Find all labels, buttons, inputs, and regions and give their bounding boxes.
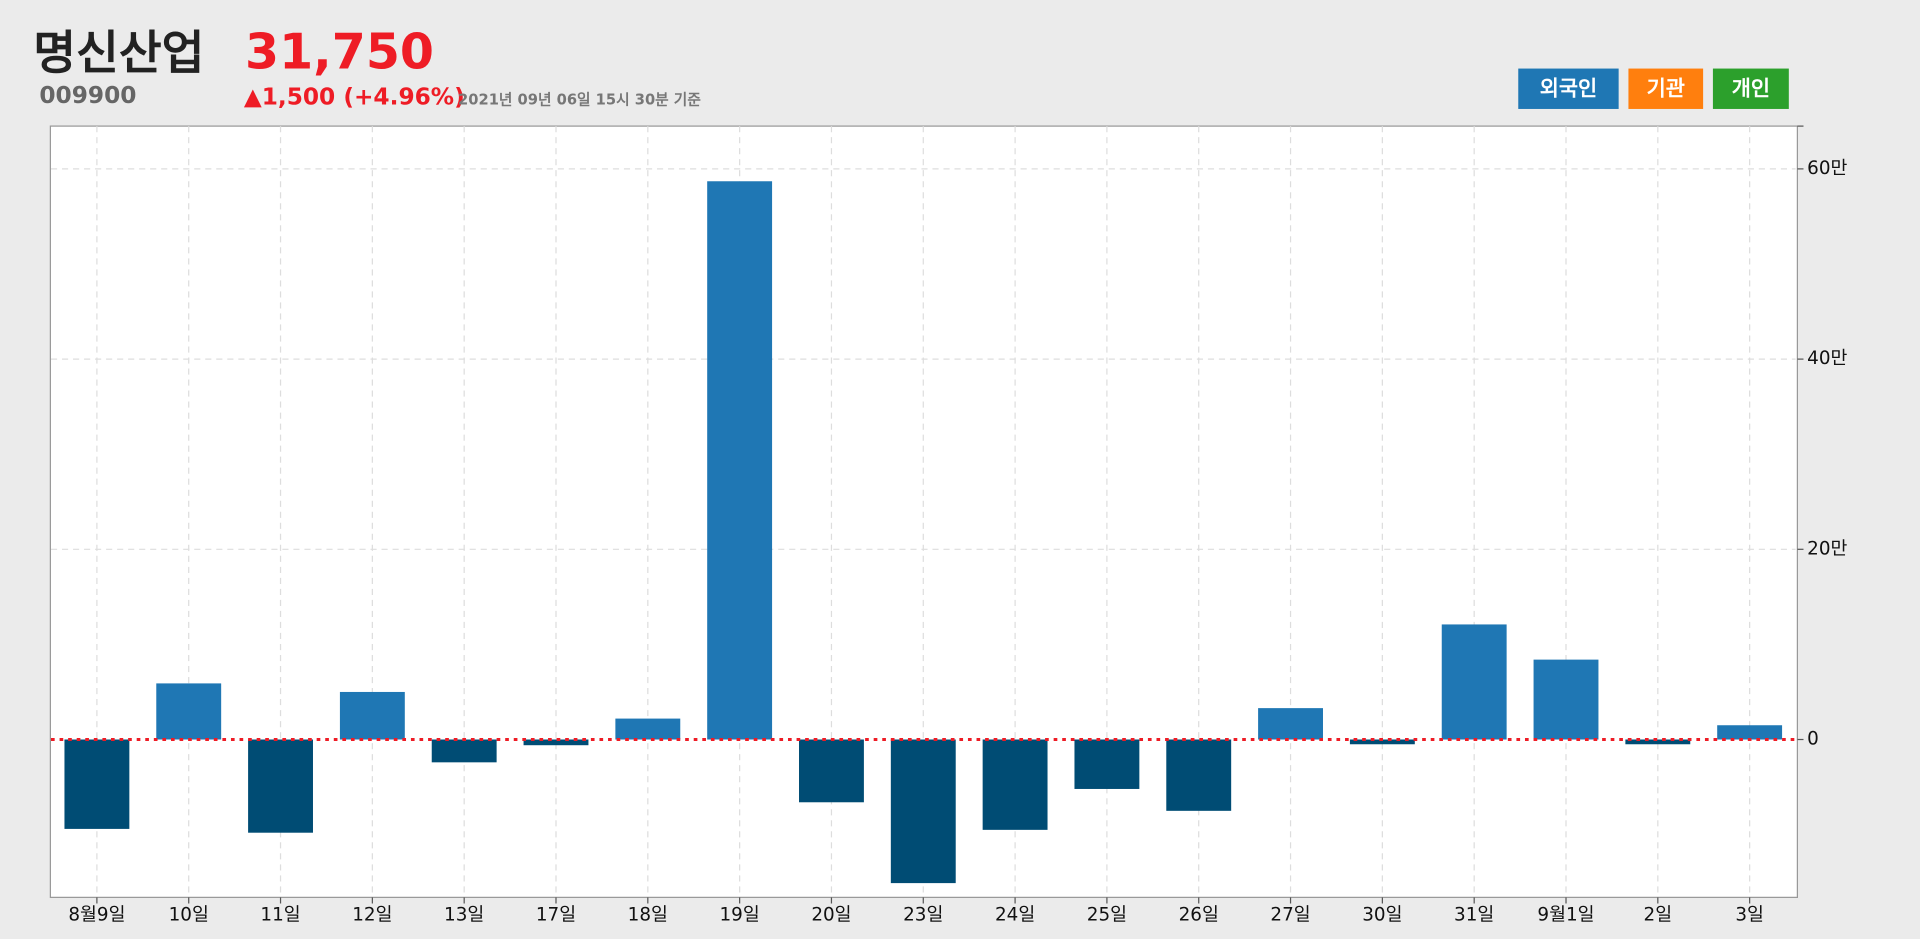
- bar: [156, 683, 222, 740]
- y-tick-label: 60만: [1807, 158, 1847, 179]
- x-tick-label: 18일: [628, 905, 668, 926]
- x-tick-label: 2일: [1644, 905, 1673, 926]
- bar: [523, 739, 589, 746]
- bar: [1533, 659, 1599, 740]
- x-tick-label: 23일: [903, 905, 943, 926]
- filter-button[interactable]: [1518, 68, 1619, 109]
- x-tick-label: 20일: [811, 905, 851, 926]
- bar: [431, 739, 497, 763]
- y-tick-label: 0: [1807, 729, 1819, 750]
- bar: [64, 739, 130, 829]
- x-tick-label: 13일: [444, 905, 484, 926]
- timestamp: 2021년 09년 06일 15시 30분 기준: [458, 91, 701, 108]
- x-tick-label: 3일: [1735, 905, 1764, 926]
- bar: [1441, 624, 1507, 740]
- bar: [1258, 708, 1323, 740]
- filter-button-label[interactable]: 개인: [1732, 76, 1770, 100]
- bar: [1074, 739, 1140, 789]
- filter-button-label[interactable]: 외국인: [1540, 76, 1597, 100]
- x-tick-label: 27일: [1270, 905, 1310, 926]
- bar: [799, 739, 864, 803]
- stock-code: 009900: [39, 82, 136, 109]
- x-tick-label: 25일: [1087, 905, 1127, 926]
- bar: [248, 739, 313, 833]
- x-tick-label: 26일: [1179, 905, 1219, 926]
- x-tick-label: 12일: [352, 905, 392, 926]
- price-change: ▲1,500 (+4.96%): [244, 83, 465, 110]
- x-tick-label: 24일: [995, 905, 1035, 926]
- x-tick-label: 30일: [1362, 905, 1402, 926]
- x-tick-label: 11일: [260, 905, 300, 926]
- bar: [1717, 725, 1783, 740]
- x-tick-label: 19일: [720, 905, 760, 926]
- bar: [339, 691, 405, 740]
- price: 31,750: [245, 24, 434, 81]
- x-tick-label: 9월1일: [1537, 905, 1594, 926]
- bar: [1349, 739, 1415, 745]
- filter-button[interactable]: [1712, 68, 1789, 109]
- bar: [890, 739, 956, 884]
- x-tick-label: 17일: [536, 905, 576, 926]
- x-tick-label: 8월9일: [68, 905, 125, 926]
- filter-button-label[interactable]: 기관: [1647, 76, 1685, 100]
- x-tick-label: 10일: [169, 905, 209, 926]
- stock-name: 명신산업: [33, 26, 204, 80]
- bar: [1625, 739, 1691, 745]
- bar: [1166, 739, 1232, 811]
- y-tick-label: 40만: [1807, 348, 1847, 369]
- y-tick-label: 20만: [1807, 538, 1847, 559]
- filter-button[interactable]: [1628, 68, 1704, 109]
- bar: [982, 739, 1048, 830]
- x-tick-label: 31일: [1454, 905, 1494, 926]
- bar: [707, 181, 773, 740]
- bar: [615, 718, 681, 740]
